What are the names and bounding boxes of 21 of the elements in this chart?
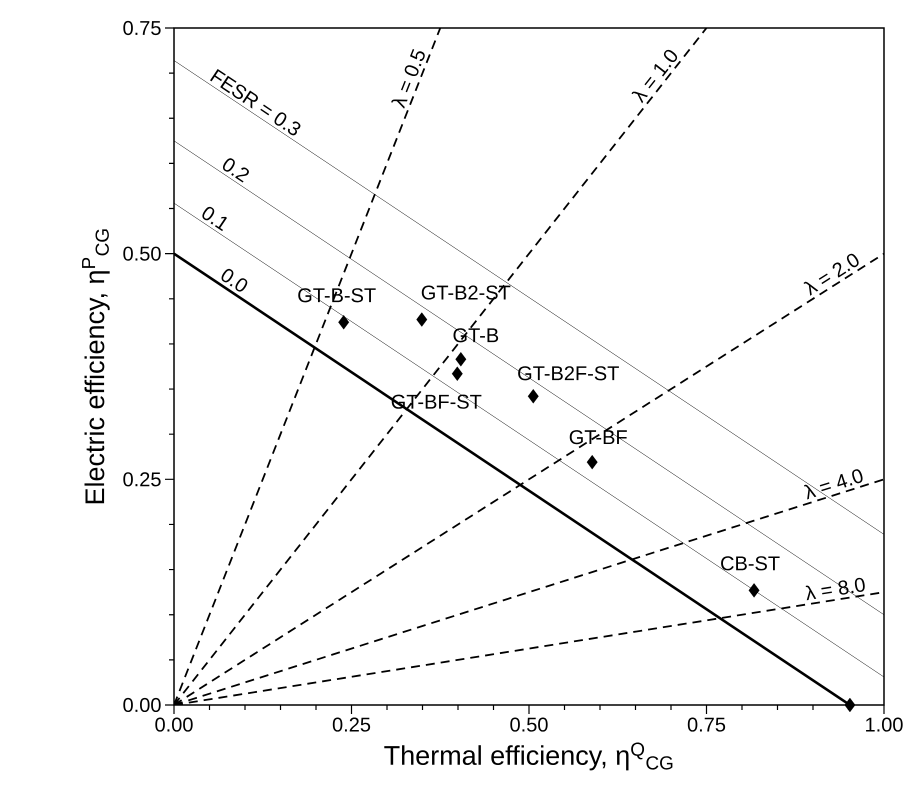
y-axis-title: Electric efficiency, η$^{P}$CG <box>82 229 110 504</box>
text: 0.2 <box>222 158 249 183</box>
x-tick-label: 0.50 <box>510 718 548 732</box>
legend-label: 0.1 <box>202 206 228 232</box>
text: λ = 0.5 <box>391 48 425 109</box>
x-tick-label: 0.25 <box>332 718 370 732</box>
text: λ = 1.0 <box>632 50 678 104</box>
x-tick-label: 0.00 <box>155 718 193 732</box>
text: 0.0 <box>222 268 248 292</box>
y-tick-label: 0.50 <box>123 246 161 261</box>
x-axis-title: Thermal efficiency, η$^{Q}$CG <box>384 742 672 770</box>
y-tick-label: 0.25 <box>123 472 161 486</box>
text: λ = 4.0 <box>804 469 863 500</box>
annotation: GT-B2-ST <box>422 285 510 300</box>
x-tick-label: 0.75 <box>688 718 726 732</box>
x-tick-label: 1.00 <box>866 718 903 732</box>
y-tick-label: 0.75 <box>123 20 161 36</box>
text: λ = 8.0 <box>806 578 865 600</box>
text: λ = 2.0 <box>804 254 859 296</box>
annotation: CB-ST <box>721 556 780 570</box>
y-tick-label: 0.00 <box>123 698 161 712</box>
